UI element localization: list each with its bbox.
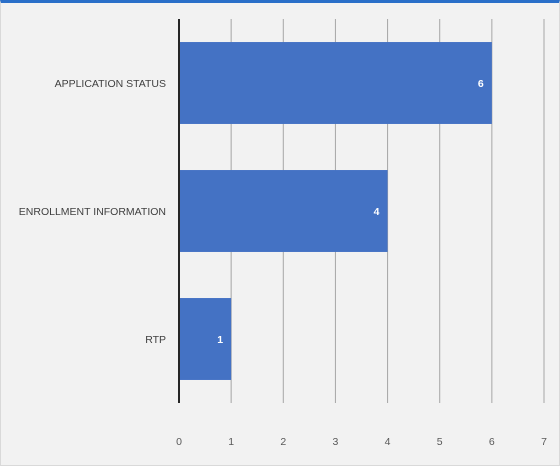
x-tick-label: 0 xyxy=(176,436,182,448)
category-label: RTP xyxy=(145,334,166,346)
x-tick-label: 2 xyxy=(280,436,286,448)
bar xyxy=(179,42,492,124)
category-label: ENROLLMENT INFORMATION xyxy=(19,206,166,218)
x-tick-label: 3 xyxy=(333,436,339,448)
bars xyxy=(179,42,492,380)
data-label: 4 xyxy=(374,206,380,218)
x-tick-label: 4 xyxy=(385,436,391,448)
x-tick-labels: 0 1 2 3 4 5 6 7 xyxy=(176,436,547,448)
bar xyxy=(179,298,232,380)
data-labels: 6 4 1 xyxy=(217,78,484,346)
x-tick-label: 5 xyxy=(437,436,443,448)
category-labels: APPLICATION STATUS ENROLLMENT INFORMATION… xyxy=(19,78,166,346)
bar xyxy=(179,170,388,252)
bar-chart: APPLICATION STATUS ENROLLMENT INFORMATION… xyxy=(19,19,547,448)
data-label: 1 xyxy=(217,334,223,346)
x-tick-label: 1 xyxy=(228,436,234,448)
x-tick-label: 7 xyxy=(541,436,547,448)
data-label: 6 xyxy=(478,78,484,90)
x-tick-label: 6 xyxy=(489,436,495,448)
category-label: APPLICATION STATUS xyxy=(55,78,166,90)
